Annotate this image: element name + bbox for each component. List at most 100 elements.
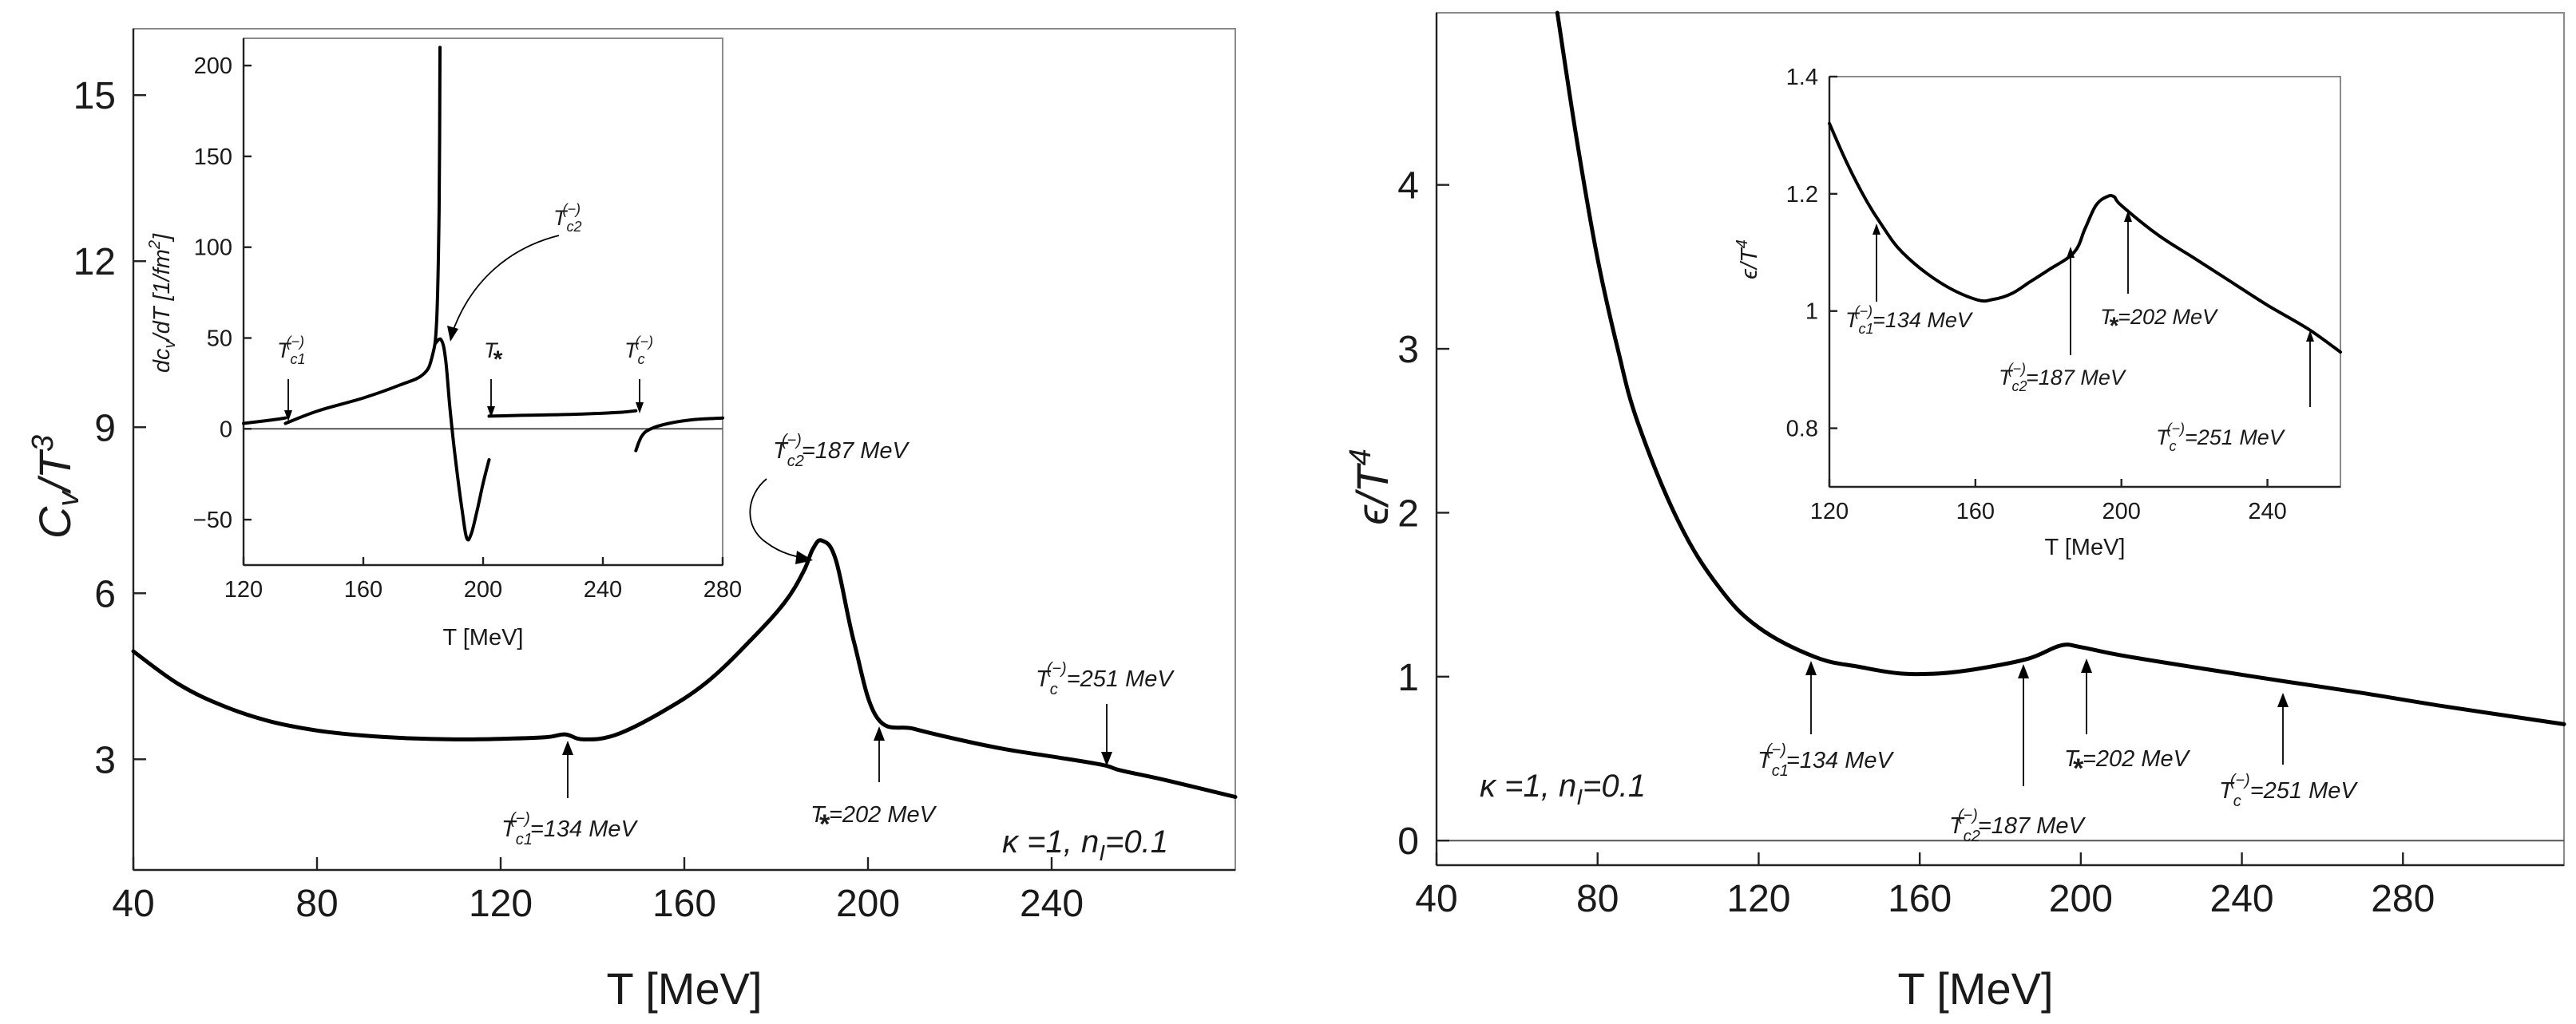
eps-inset-y-ticks: 0.8 1 1.2 1.4: [1786, 65, 1837, 442]
cv-x-tick-label: 160: [652, 883, 716, 925]
eps-y-ticks: 0 1 2 3 4: [1397, 165, 1449, 863]
eps-inset-x-tick-label: 240: [2248, 499, 2286, 524]
svg-text:T*=202 MeV: T*=202 MeV: [810, 802, 937, 840]
cv-x-tick-label: 120: [469, 883, 533, 925]
svg-text:Tc1(−)=134 MeV: Tc1(−)=134 MeV: [1758, 741, 1895, 780]
svg-text:Tc2(−)=187 MeV: Tc2(−)=187 MeV: [773, 432, 910, 470]
eps-x-tick-label: 40: [1415, 878, 1457, 920]
eps-inset-y-tick-label: 0.8: [1786, 417, 1818, 442]
cv-parameter-note: κ =1, nI=0.1: [1002, 824, 1168, 865]
cv-series-line: [131, 538, 1238, 799]
svg-text:T*=202 MeV: T*=202 MeV: [2100, 305, 2219, 339]
eps-annotation-tc: Tc(−)=251 MeV: [2219, 693, 2358, 810]
svg-text:Tc2(−)=187 MeV: Tc2(−)=187 MeV: [1999, 361, 2127, 394]
cv-inset-annotation-tstar: T*: [484, 338, 503, 417]
cv-inset-y-tick-label: 100: [194, 235, 232, 261]
svg-text:Tc(−): Tc(−): [624, 334, 653, 367]
cv-y-ticks: 3 6 9 12 15: [73, 75, 146, 781]
eps-inset-annotation-tc2: Tc2(−)=187 MeV: [1999, 247, 2127, 394]
svg-text:Tc1(−)=134 MeV: Tc1(−)=134 MeV: [501, 810, 639, 848]
eps-inset-x-tick-label: 200: [2102, 499, 2141, 524]
eps-inset-x-tick-label: 160: [1956, 499, 1995, 524]
cv-inset-y-axis-label: dcv/dT [1/fm2]: [146, 233, 179, 373]
eps-annotation-tstar: T*=202 MeV: [2064, 658, 2191, 784]
cv-inset-series-2: [283, 45, 442, 425]
cv-inset-series-4: [487, 409, 638, 418]
eps-series-line: [1555, 10, 2566, 726]
cv-inset-x-tick-label: 200: [464, 577, 502, 603]
cv-x-tick-label: 40: [112, 883, 154, 925]
eps-y-tick-label: 3: [1397, 329, 1419, 371]
svg-text:Tc(−)=251 MeV: Tc(−)=251 MeV: [1036, 660, 1175, 698]
eps-inset-x-tick-label: 120: [1810, 499, 1849, 524]
eps-y-tick-label: 1: [1397, 657, 1419, 699]
eps-x-tick-label: 160: [1888, 878, 1952, 920]
eps-annotation-tc2: Tc2(−)=187 MeV: [1949, 664, 2087, 845]
svg-text:Tc1(−): Tc1(−): [277, 334, 306, 367]
cv-inset-y-tick-label: 150: [194, 144, 232, 170]
cv-annotation-tc1: Tc1(−)=134 MeV: [501, 741, 639, 848]
cv-inset-y-tick-label: 0: [220, 417, 232, 442]
eps-y-tick-label: 0: [1397, 820, 1419, 863]
eps-y-axis-label: ϵ/T4: [1344, 449, 1397, 525]
cv-inset-y-tick-label: 50: [207, 326, 232, 352]
eps-parameter-note: κ =1, nI=0.1: [1480, 769, 1646, 809]
cv-annotation-tstar: T*=202 MeV: [810, 726, 937, 840]
eps-x-tick-label: 120: [1726, 878, 1790, 920]
eps-x-ticks: 40 80 120 160 200 240 280: [1415, 852, 2435, 920]
cv-inset-series: [242, 45, 724, 542]
cv-inset-series-3: [434, 337, 491, 542]
cv-x-tick-label: 240: [1020, 883, 1084, 925]
cv-inset-x-axis-label: T [MeV]: [443, 625, 524, 650]
cv-inset-annotation-tc1: Tc1(−): [277, 334, 306, 421]
cv-inset-x-ticks: 120 160 200 240 280: [224, 557, 742, 603]
cv-y-tick-label: 3: [94, 739, 116, 781]
cv-x-tick-label: 80: [295, 883, 338, 925]
cv-y-tick-label: 9: [94, 407, 116, 449]
eps-inset-y-axis-label: ϵ/T4: [1734, 239, 1762, 279]
cv-annotation-tc2: Tc2(−)=187 MeV: [749, 432, 910, 564]
cv-y-tick-label: 12: [73, 241, 116, 283]
eps-inset-series-line: [1828, 121, 2342, 354]
eps-inset-x-axis-label: T [MeV]: [2045, 535, 2126, 560]
cv-inset-annotation-tc2: Tc2(−): [447, 201, 582, 342]
eps-x-tick-label: 280: [2371, 878, 2435, 920]
cv-y-axis-label: Cv/T3: [26, 435, 85, 539]
cv-inset-y-tick-label: 200: [194, 53, 232, 79]
cv-inset-series-1: [242, 416, 287, 425]
eps-x-tick-label: 80: [1576, 878, 1619, 920]
eps-y-tick-label: 4: [1397, 165, 1419, 208]
svg-text:Tc(−)=251 MeV: Tc(−)=251 MeV: [2219, 772, 2358, 810]
svg-text:Tc(−)=251 MeV: Tc(−)=251 MeV: [2156, 421, 2286, 454]
svg-text:T*: T*: [484, 338, 503, 373]
eps-inset: 120 160 200 240 0.8 1 1.2 1.4 ϵ/T4 T [MeV] Tc1…: [1734, 65, 2342, 560]
eps-inset-y-tick-label: 1.4: [1786, 65, 1818, 90]
eps-x-axis-label: T [MeV]: [1897, 963, 2053, 1014]
svg-text:Tc2(−): Tc2(−): [553, 201, 582, 235]
eps-x-tick-label: 240: [2210, 878, 2274, 920]
cv-inset-x-tick-label: 160: [344, 577, 382, 603]
svg-text:Tc2(−)=187 MeV: Tc2(−)=187 MeV: [1949, 807, 2087, 845]
eps-inset-annotation-tstar: T*=202 MeV: [2100, 211, 2219, 339]
eps-panel: 40 80 120 160 200 240 280 0 1 2 3 4 ϵ/T4 T [MeV] T…: [1344, 10, 2566, 1014]
cv-inset-x-tick-label: 240: [584, 577, 622, 603]
eps-inset-x-ticks: 120 160 200 240: [1810, 479, 2287, 524]
eps-x-tick-label: 200: [2049, 878, 2113, 920]
cv-inset-y-tick-label: −50: [193, 508, 232, 533]
eps-y-tick-label: 2: [1397, 492, 1419, 535]
cv-x-tick-label: 200: [836, 883, 900, 925]
eps-annotation-tc1: Tc1(−)=134 MeV: [1758, 661, 1895, 780]
cv-y-tick-label: 6: [94, 573, 116, 615]
eps-inset-y-tick-label: 1: [1805, 299, 1818, 325]
cv-annotation-tc: Tc(−)=251 MeV: [1036, 660, 1175, 766]
cv-x-axis-label: T [MeV]: [606, 963, 762, 1014]
cv-inset-x-tick-label: 280: [703, 577, 742, 603]
svg-text:T*=202 MeV: T*=202 MeV: [2064, 746, 2191, 784]
cv-inset-y-ticks: −50 0 50 100 150 200: [193, 53, 252, 533]
cv-panel: 40 80 120 160 200 240 3 6 9 12 15 Cv/T3 T [MeV] T…: [26, 28, 1238, 1014]
cv-inset-series-5: [634, 416, 724, 453]
eps-inset-y-tick-label: 1.2: [1786, 182, 1818, 208]
eps-inset-annotation-tc: Tc(−)=251 MeV: [2156, 330, 2314, 454]
cv-y-tick-label: 15: [73, 75, 116, 117]
svg-text:Tc1(−)=134 MeV: Tc1(−)=134 MeV: [1845, 303, 1974, 337]
